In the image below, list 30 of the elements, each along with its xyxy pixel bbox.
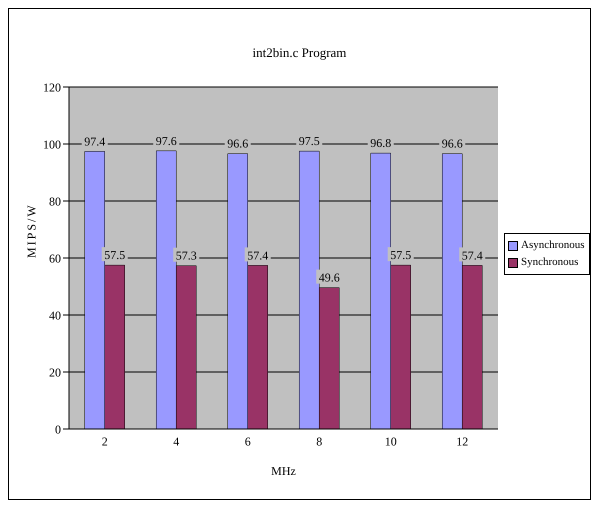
data-label: 97.5 [298,134,320,148]
legend-label: Asynchronous [521,238,585,253]
data-label: 57.4 [462,248,483,262]
y-tick-label: 100 [43,137,61,152]
x-tick-label: 6 [244,434,251,449]
data-label: 57.4 [247,248,268,262]
x-tick-label: 2 [102,434,108,449]
data-label: 97.4 [84,134,106,148]
data-label: 49.6 [318,270,340,285]
y-tick-label: 0 [55,422,61,436]
data-label: 57.3 [176,248,197,263]
data-label: 57.5 [390,248,412,262]
y-tick-label: 120 [43,80,61,94]
x-tick-label: 12 [456,434,468,449]
data-label: 96.6 [227,136,248,151]
legend-label: Synchronous [521,255,578,270]
chart-title: int2bin.c Program [252,45,348,61]
y-axis-title: MIPS/W [24,203,38,258]
y-tick-label: 20 [49,365,61,380]
data-label: 96.8 [370,136,392,150]
x-axis-title: MHz [271,464,296,478]
data-label: 96.6 [442,136,463,151]
y-tick-label: 40 [49,308,61,322]
x-tick-label: 8 [316,434,322,449]
data-label: 97.6 [156,134,177,148]
x-tick-label: 10 [384,434,397,449]
y-tick-label: 60 [49,251,61,266]
data-label: 57.5 [104,248,126,262]
x-tick-label: 4 [173,434,180,449]
y-tick-label: 80 [49,194,61,208]
